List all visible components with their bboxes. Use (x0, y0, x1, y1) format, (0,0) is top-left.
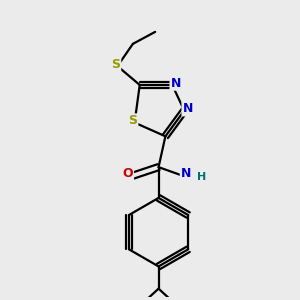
Text: N: N (181, 167, 191, 181)
Text: S: S (128, 114, 137, 128)
Text: H: H (197, 172, 206, 182)
Text: N: N (182, 102, 193, 116)
Text: S: S (111, 58, 120, 71)
Text: N: N (170, 77, 181, 90)
Text: O: O (122, 167, 133, 181)
